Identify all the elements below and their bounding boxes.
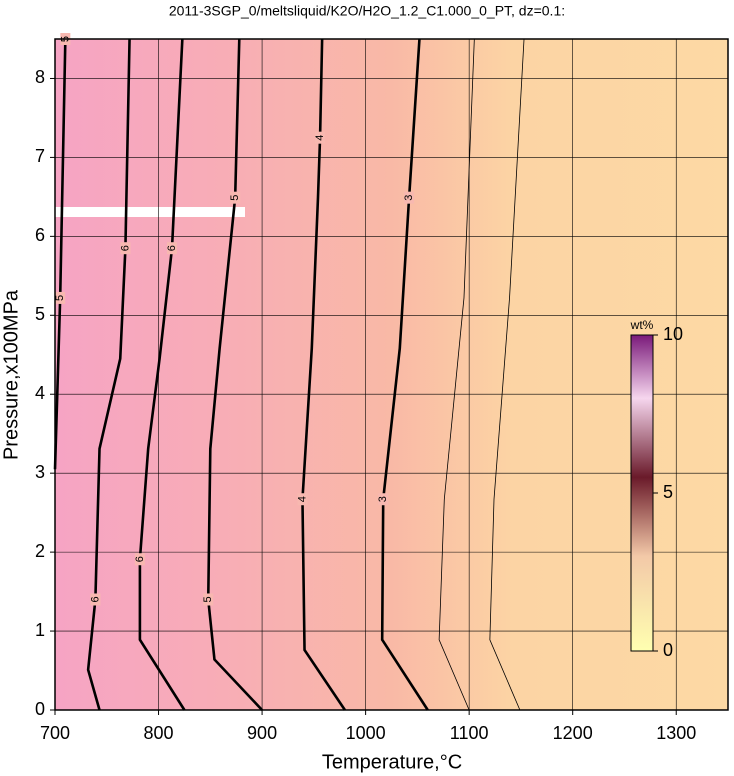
x-tick-label: 1100 (450, 723, 489, 743)
contour-label-bg (297, 493, 308, 506)
y-tick-label: 3 (35, 462, 45, 482)
contour-label-bg (134, 553, 145, 566)
y-tick-label: 8 (35, 67, 45, 87)
x-axis-label: Temperature,°C (322, 751, 462, 773)
y-tick-label: 4 (35, 383, 45, 403)
colorbar (630, 334, 654, 652)
x-tick-label: 1300 (656, 723, 696, 743)
contour-label-bg (90, 593, 101, 606)
plot-background (55, 39, 728, 710)
contour-label: 6 (166, 245, 178, 251)
y-axis-label: Pressure,x100MPa (0, 289, 22, 460)
contour-label-bg (315, 131, 326, 144)
masked-band (55, 207, 245, 217)
contour-label-bg (203, 593, 214, 606)
y-tick-label: 0 (35, 699, 45, 719)
x-tick-label: 1000 (346, 723, 386, 743)
contour-label: 4 (314, 135, 326, 141)
contour-label: 6 (134, 556, 146, 562)
y-tick-label: 2 (35, 541, 45, 561)
contour-label: 4 (296, 496, 308, 502)
contour-label-bg (120, 242, 131, 255)
contour-label: 6 (119, 245, 131, 251)
contour-line (489, 38, 525, 711)
plot-frame (54, 38, 729, 711)
colorbar-tick-label: 5 (663, 482, 673, 502)
chart-title: 2011-3SGP_0/meltsliquid/K2O/H2O_1.2_C1.0… (169, 3, 565, 19)
contour-label-bg (230, 191, 241, 204)
colorbar-tick-label: 10 (663, 324, 683, 344)
contour-label: 3 (403, 195, 415, 201)
contour-label: 3 (377, 496, 389, 502)
contour-label: 5 (54, 295, 66, 301)
colorbar-tick-label: 0 (663, 640, 673, 660)
colorbar-label: wt% (630, 318, 654, 332)
x-tick-label: 800 (144, 723, 174, 743)
contour-label-bg (166, 242, 177, 255)
y-tick-label: 5 (35, 304, 45, 324)
contour-label: 5 (229, 195, 241, 201)
contour-label-bg (378, 493, 389, 506)
contour-label-bg (55, 291, 66, 304)
contour-line (380, 38, 429, 711)
contour-label: 5 (202, 596, 214, 602)
x-tick-label: 900 (247, 723, 277, 743)
y-tick-label: 1 (35, 620, 45, 640)
x-tick-label: 700 (40, 723, 70, 743)
y-tick-label: 7 (35, 146, 45, 166)
x-tick-label: 1200 (553, 723, 593, 743)
y-tick-label: 6 (35, 225, 45, 245)
plot-layer: 700 800 900 1000 1100 1200 1300 0 1 2 3 4 5 6 7 8 5 5 6 6 6 6… (35, 33, 729, 743)
contour-line (438, 38, 475, 711)
contour-label-bg (404, 191, 415, 204)
contour-label: 6 (89, 596, 101, 602)
